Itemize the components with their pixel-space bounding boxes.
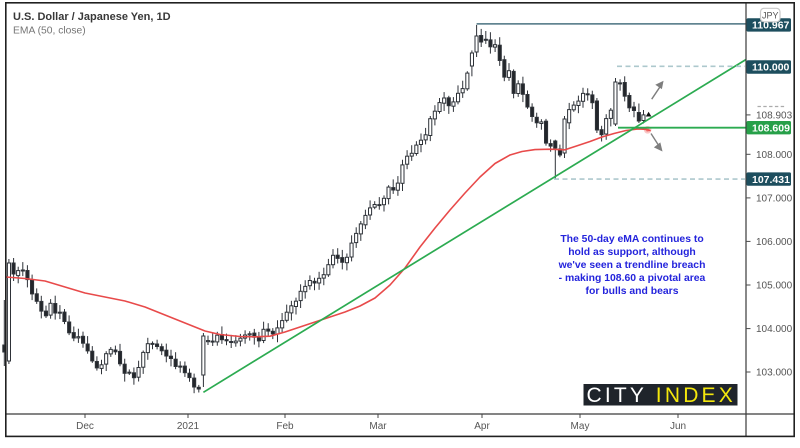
svg-text:May: May xyxy=(571,421,590,432)
svg-text:104.000: 104.000 xyxy=(756,324,793,335)
svg-text:110.967: 110.967 xyxy=(752,20,790,32)
svg-text:U.S. Dollar / Japanese Yen, 1D: U.S. Dollar / Japanese Yen, 1D xyxy=(13,11,171,23)
svg-text:The 50-day eMA continues to: The 50-day eMA continues to xyxy=(560,234,703,245)
svg-text:- making 108.60 a pivotal area: - making 108.60 a pivotal area xyxy=(559,273,706,284)
svg-text:107.431: 107.431 xyxy=(752,174,790,186)
svg-text:for bulls and bears: for bulls and bears xyxy=(586,286,679,297)
svg-text:103.000: 103.000 xyxy=(756,368,793,379)
svg-text:Dec: Dec xyxy=(76,421,94,432)
svg-text:JPY: JPY xyxy=(762,10,779,20)
svg-text:hold as support, although: hold as support, although xyxy=(568,247,696,258)
svg-text:Jun: Jun xyxy=(670,421,686,432)
svg-text:107.000: 107.000 xyxy=(756,193,793,204)
svg-text:110.000: 110.000 xyxy=(752,62,790,74)
svg-text:CITY INDEX: CITY INDEX xyxy=(587,384,736,407)
svg-text:Apr: Apr xyxy=(474,421,490,432)
svg-text:106.000: 106.000 xyxy=(756,237,793,248)
svg-text:108.000: 108.000 xyxy=(756,150,793,161)
svg-text:EMA (50, close): EMA (50, close) xyxy=(13,26,86,37)
svg-text:Mar: Mar xyxy=(369,421,387,432)
svg-text:108.903: 108.903 xyxy=(756,110,793,121)
svg-text:105.000: 105.000 xyxy=(756,281,793,292)
svg-text:Feb: Feb xyxy=(276,421,294,432)
svg-text:we've seen a trendline breach: we've seen a trendline breach xyxy=(558,260,706,271)
svg-text:108.609: 108.609 xyxy=(752,122,790,134)
svg-text:2021: 2021 xyxy=(177,421,200,432)
